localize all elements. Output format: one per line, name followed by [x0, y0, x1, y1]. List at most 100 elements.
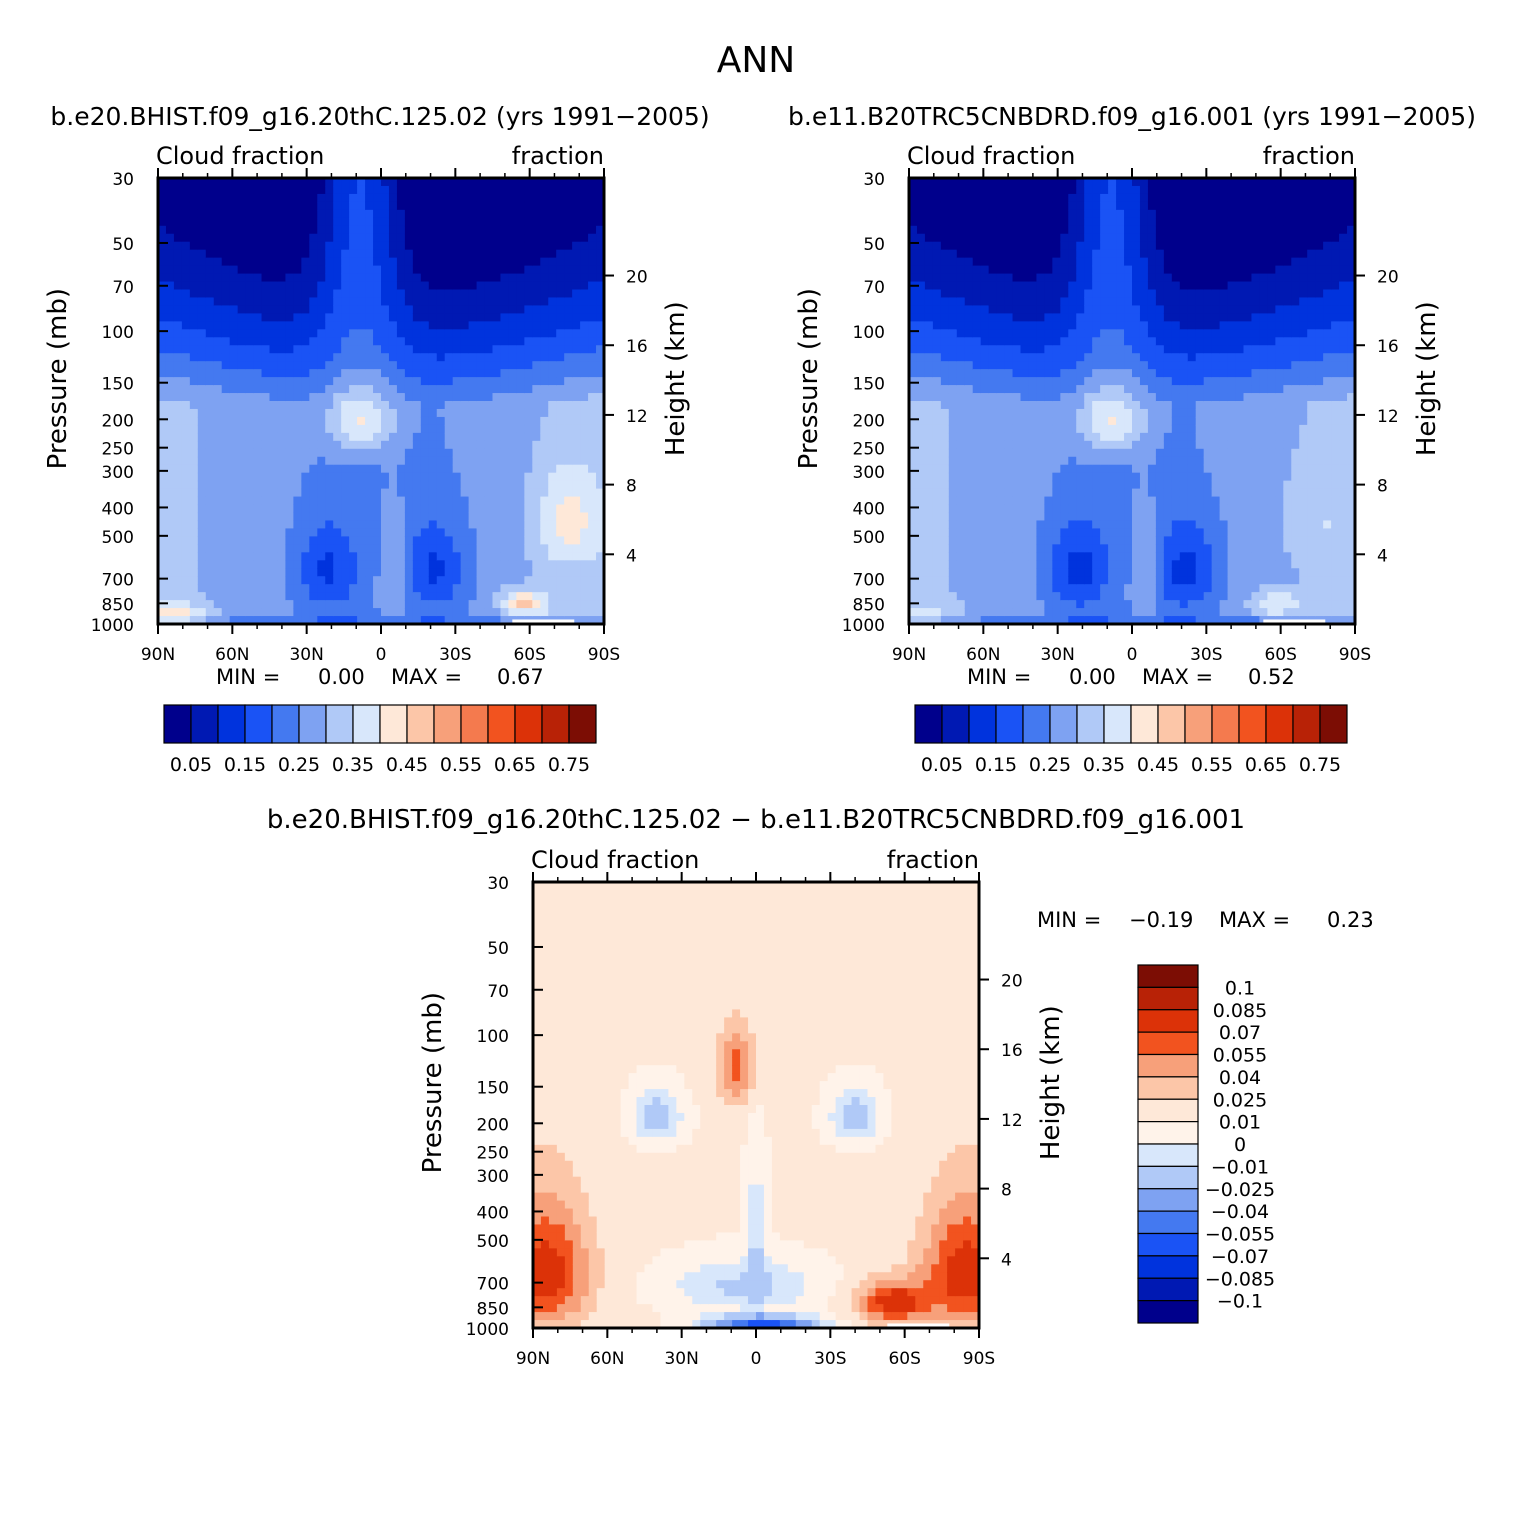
field-cell	[412, 401, 422, 410]
field-cell	[285, 185, 294, 195]
field-cell	[1100, 480, 1109, 490]
field-cell	[404, 265, 414, 275]
field-cell	[532, 488, 541, 498]
field-cell	[508, 193, 517, 203]
field-cell	[972, 345, 982, 354]
field-cell	[500, 560, 510, 569]
field-cell	[213, 560, 223, 569]
field-cell	[357, 297, 366, 307]
field-cell	[484, 512, 494, 522]
field-cell	[1020, 369, 1030, 378]
field-cell	[972, 520, 982, 530]
field-cell	[420, 616, 430, 625]
field-cell	[996, 273, 1006, 283]
field-cell	[588, 249, 597, 259]
field-cell	[596, 385, 605, 394]
field-cell	[1084, 353, 1093, 362]
field-cell	[309, 560, 318, 569]
field-cell	[1076, 178, 1085, 187]
field-cell	[1132, 576, 1141, 585]
field-cell	[173, 329, 183, 338]
field-cell	[516, 377, 525, 386]
field-cell	[476, 257, 486, 267]
field-cell	[956, 536, 966, 545]
field-cell	[253, 600, 263, 609]
field-cell	[301, 345, 310, 354]
field-cell	[1147, 448, 1157, 458]
field-cell	[396, 201, 406, 211]
field-cell	[1068, 472, 1077, 482]
field-cell	[1076, 241, 1085, 251]
field-cell	[197, 401, 207, 410]
field-cell	[229, 329, 239, 338]
field-cell	[980, 201, 990, 211]
field-cell	[572, 472, 581, 482]
field-cell	[460, 560, 470, 569]
field-cell	[1108, 289, 1117, 299]
field-cell	[317, 568, 326, 577]
field-cell	[205, 178, 215, 187]
field-cell	[436, 536, 446, 545]
field-cell	[996, 209, 1006, 219]
x-tick-label: 90S	[588, 645, 620, 665]
field-cell	[1028, 289, 1038, 299]
field-cell	[341, 257, 350, 267]
field-cell	[373, 464, 382, 474]
field-cell	[1020, 225, 1030, 235]
field-cell	[564, 472, 573, 482]
field-cell	[924, 496, 934, 506]
field-cell	[932, 600, 942, 609]
field-cell	[420, 385, 430, 394]
field-cell	[1036, 408, 1045, 418]
field-cell	[404, 464, 414, 474]
field-cell	[1116, 225, 1125, 235]
field-cell	[269, 544, 279, 553]
field-cell	[924, 201, 934, 211]
field-cell	[1044, 552, 1053, 561]
field-cell	[532, 225, 541, 235]
field-cell	[964, 178, 974, 187]
field-cell	[468, 472, 478, 482]
field-cell	[373, 265, 382, 275]
field-cell	[1100, 289, 1109, 299]
field-cell	[932, 528, 942, 537]
field-cell	[381, 313, 390, 322]
field-cell	[221, 265, 231, 275]
field-cell	[1147, 249, 1157, 259]
field-cell	[396, 528, 406, 537]
field-cell	[580, 592, 589, 601]
field-cell	[158, 369, 167, 378]
field-cell	[1028, 480, 1038, 490]
field-cell	[269, 329, 279, 338]
field-cell	[181, 265, 191, 275]
field-cell	[460, 393, 470, 402]
field-cell	[980, 273, 990, 283]
field-cell	[245, 432, 255, 442]
field-cell	[492, 201, 502, 211]
field-cell	[357, 393, 366, 402]
field-cell	[564, 512, 573, 522]
field-cell	[1004, 178, 1014, 187]
field-cell	[508, 313, 517, 322]
field-cell	[924, 329, 934, 338]
field-cell	[404, 520, 414, 530]
field-cell	[293, 568, 302, 577]
field-cell	[980, 313, 990, 322]
field-cell	[452, 353, 462, 362]
field-cell	[1116, 241, 1125, 251]
field-cell	[1132, 616, 1141, 625]
field-cell	[333, 472, 342, 482]
field-cell	[1020, 416, 1030, 426]
field-cell	[932, 416, 942, 426]
field-cell	[1060, 552, 1069, 561]
field-cell	[213, 416, 223, 426]
field-cell	[341, 345, 350, 354]
field-cell	[1100, 201, 1109, 211]
field-cell	[1060, 488, 1069, 498]
field-cell	[412, 377, 422, 386]
field-cell	[373, 424, 382, 434]
field-cell	[181, 313, 191, 322]
field-cell	[229, 201, 239, 211]
field-cell	[165, 273, 175, 283]
field-cell	[1028, 329, 1038, 338]
